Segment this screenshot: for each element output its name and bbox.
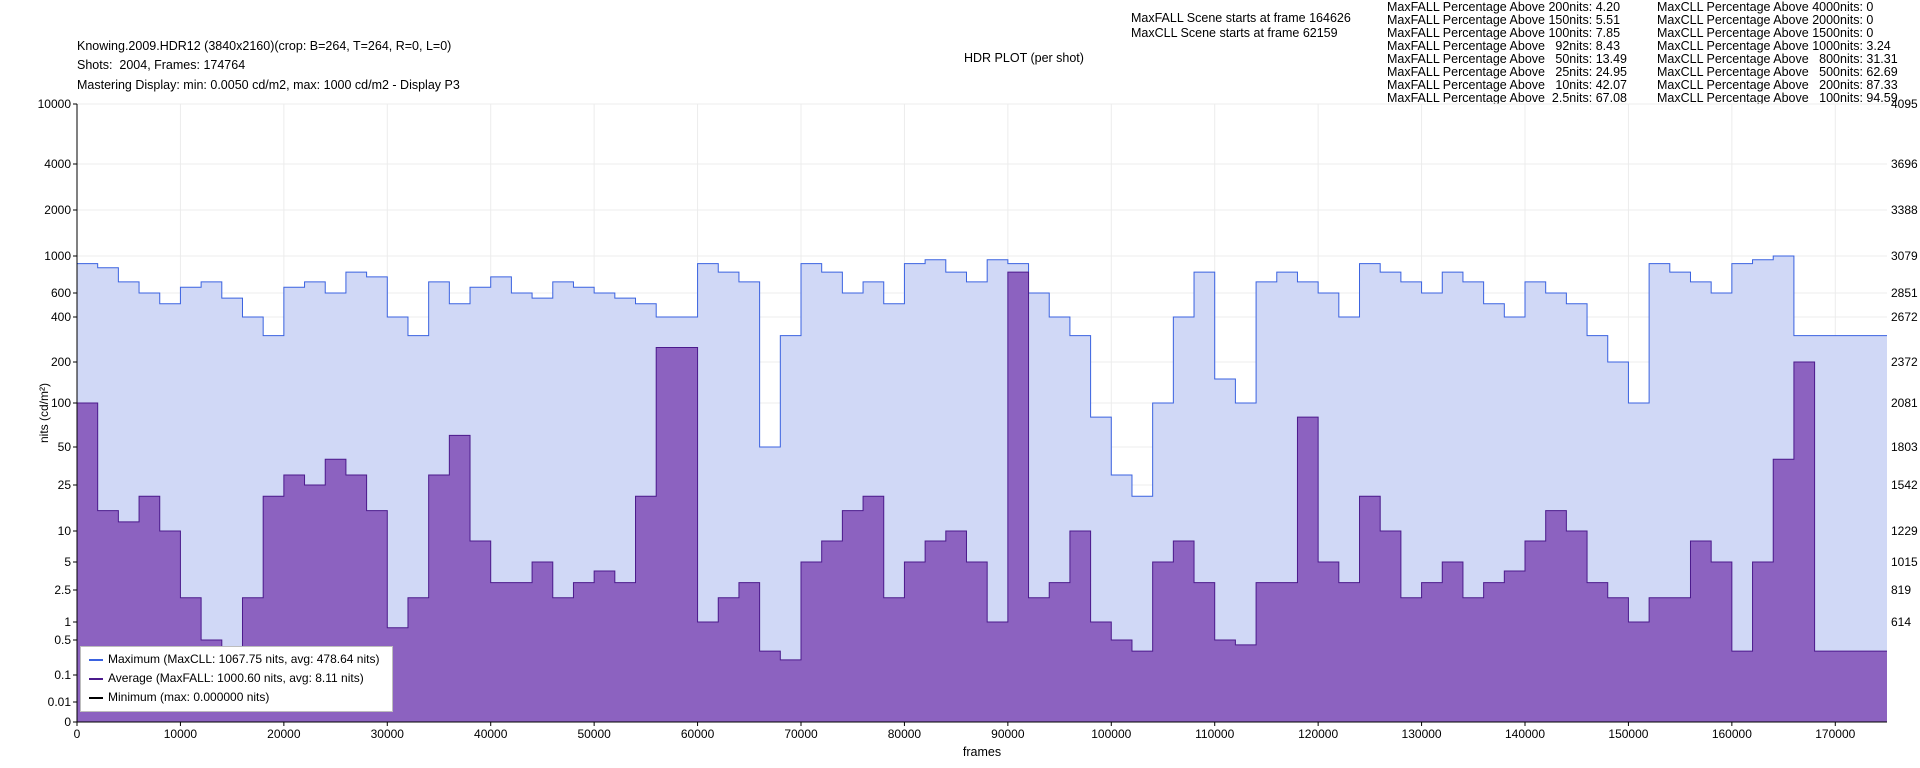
- maxcll-stat-row: MaxCLL Percentage Above 100nits: 94.59: [1657, 91, 1898, 105]
- maxcll-stat-row: MaxCLL Percentage Above 4000nits: 0: [1657, 0, 1874, 14]
- x-tick-label: 30000: [371, 727, 405, 741]
- legend-label-maximum: Maximum (MaxCLL: 1067.75 nits, avg: 478.…: [108, 652, 380, 666]
- x-tick-label: 130000: [1402, 727, 1442, 741]
- y-right-tick-label: 819: [1891, 583, 1911, 597]
- y-right-tick-label: 1803: [1891, 440, 1918, 454]
- x-tick-label: 100000: [1091, 727, 1131, 741]
- legend: Maximum (MaxCLL: 1067.75 nits, avg: 478.…: [80, 646, 393, 712]
- y-tick-label: 5: [64, 555, 71, 569]
- x-tick-label: 150000: [1608, 727, 1648, 741]
- maxfall-stat-row: MaxFALL Percentage Above 200nits: 4.20: [1387, 0, 1621, 14]
- x-tick-label: 40000: [474, 727, 508, 741]
- mastering-display-line: Mastering Display: min: 0.0050 cd/m2, ma…: [77, 78, 460, 92]
- y-tick-label: 0.1: [54, 668, 71, 682]
- legend-swatch-average: [89, 678, 103, 680]
- legend-swatch-minimum: [89, 697, 103, 699]
- y-right-tick-label: 4095: [1891, 97, 1918, 111]
- x-tick-label: 120000: [1298, 727, 1338, 741]
- maxfall-scene-text: MaxFALL Scene starts at frame 164626: [1131, 11, 1351, 25]
- maxfall-stat-row: MaxFALL Percentage Above 100nits: 7.85: [1387, 26, 1621, 40]
- file-info-line: Knowing.2009.HDR12 (3840x2160)(crop: B=2…: [77, 39, 452, 53]
- y-tick-label: 2.5: [54, 583, 71, 597]
- x-tick-label: 160000: [1712, 727, 1752, 741]
- y-tick-label: 400: [51, 310, 71, 324]
- maxfall-stat-row: MaxFALL Percentage Above 2.5nits: 67.08: [1387, 91, 1627, 105]
- y-tick-label: 1000: [44, 249, 71, 263]
- maxcll-stat-row: MaxCLL Percentage Above 200nits: 87.33: [1657, 78, 1898, 92]
- y-right-tick-label: 1542: [1891, 478, 1918, 492]
- x-tick-label: 60000: [681, 727, 715, 741]
- y-tick-label: 50: [58, 440, 72, 454]
- series-line-average: [77, 271, 1887, 661]
- y-tick-label: 25: [58, 478, 72, 492]
- shots-frames-line: Shots: 2004, Frames: 174764: [77, 58, 246, 72]
- legend-label-minimum: Minimum (max: 0.000000 nits): [108, 690, 270, 704]
- x-tick-label: 110000: [1195, 727, 1234, 741]
- maxfall-stat-row: MaxFALL Percentage Above 92nits: 8.43: [1387, 39, 1621, 53]
- maxcll-stat-row: MaxCLL Percentage Above 1500nits: 0: [1657, 26, 1874, 40]
- maxcll-stat-row: MaxCLL Percentage Above 1000nits: 3.24: [1657, 39, 1891, 53]
- y-tick-label: 1: [64, 615, 71, 629]
- y-tick-label: 200: [51, 355, 71, 369]
- legend-label-average: Average (MaxFALL: 1000.60 nits, avg: 8.1…: [108, 671, 364, 685]
- y-right-tick-label: 2851: [1891, 286, 1918, 300]
- x-axis-label: frames: [963, 745, 1001, 759]
- maxcll-stat-row: MaxCLL Percentage Above 800nits: 31.31: [1657, 52, 1898, 66]
- series-line-maximum: [77, 255, 1887, 497]
- legend-item-maximum: Maximum (MaxCLL: 1067.75 nits, avg: 478.…: [81, 651, 379, 667]
- y-right-tick-label: 3388: [1891, 203, 1918, 217]
- y-tick-label: 0.01: [48, 695, 72, 709]
- y-right-tick-label: 1229: [1891, 524, 1918, 538]
- maxfall-stat-row: MaxFALL Percentage Above 150nits: 5.51: [1387, 13, 1621, 27]
- legend-swatch-maximum: [89, 659, 103, 661]
- x-tick-label: 140000: [1505, 727, 1545, 741]
- x-tick-label: 50000: [577, 727, 611, 741]
- x-tick-label: 0: [74, 727, 81, 741]
- y-axis-label: nits (cd/m²): [37, 383, 51, 443]
- y-tick-label: 600: [51, 286, 71, 300]
- y-tick-label: 4000: [44, 157, 71, 171]
- y-tick-label: 100: [51, 396, 71, 410]
- y-right-tick-label: 3079: [1891, 249, 1918, 263]
- legend-item-average: Average (MaxFALL: 1000.60 nits, avg: 8.1…: [81, 670, 364, 686]
- y-tick-label: 0: [64, 715, 71, 729]
- y-right-tick-label: 3696: [1891, 157, 1918, 171]
- y-right-tick-label: 614: [1891, 615, 1911, 629]
- legend-item-minimum: Minimum (max: 0.000000 nits): [81, 689, 269, 705]
- plot-title: HDR PLOT (per shot): [964, 51, 1084, 65]
- y-right-tick-label: 2372: [1891, 355, 1918, 369]
- maxfall-stat-row: MaxFALL Percentage Above 10nits: 42.07: [1387, 78, 1627, 92]
- x-tick-label: 20000: [267, 727, 301, 741]
- y-right-tick-label: 2081: [1891, 396, 1918, 410]
- y-tick-label: 10: [58, 524, 72, 538]
- y-tick-label: 2000: [44, 203, 71, 217]
- maxfall-stat-row: MaxFALL Percentage Above 25nits: 24.95: [1387, 65, 1627, 79]
- y-right-tick-label: 2672: [1891, 310, 1918, 324]
- maxfall-stat-row: MaxFALL Percentage Above 50nits: 13.49: [1387, 52, 1627, 66]
- y-tick-label: 0.5: [54, 633, 71, 647]
- maxcll-scene-text: MaxCLL Scene starts at frame 62159: [1131, 26, 1338, 40]
- x-tick-label: 70000: [784, 727, 818, 741]
- y-tick-label: 10000: [38, 97, 72, 111]
- maxcll-stat-row: MaxCLL Percentage Above 2000nits: 0: [1657, 13, 1874, 27]
- maxcll-stat-row: MaxCLL Percentage Above 500nits: 62.69: [1657, 65, 1898, 79]
- series-area-average: [77, 272, 1887, 722]
- y-right-tick-label: 1015: [1891, 555, 1918, 569]
- x-tick-label: 90000: [991, 727, 1025, 741]
- x-tick-label: 10000: [164, 727, 198, 741]
- x-tick-label: 80000: [888, 727, 922, 741]
- x-tick-label: 170000: [1815, 727, 1855, 741]
